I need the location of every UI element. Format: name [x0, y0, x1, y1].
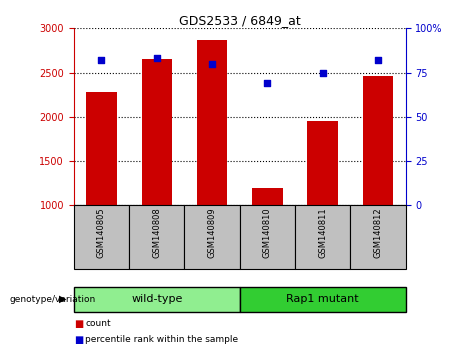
Bar	[74, 287, 240, 312]
Text: GSM140805: GSM140805	[97, 207, 106, 258]
Bar	[74, 205, 129, 269]
Text: Rap1 mutant: Rap1 mutant	[286, 294, 359, 304]
Bar	[197, 40, 227, 205]
Bar	[307, 121, 338, 205]
Bar	[240, 205, 295, 269]
Text: count: count	[85, 319, 111, 329]
Text: GSM140809: GSM140809	[207, 207, 217, 258]
Text: ■: ■	[74, 335, 83, 345]
Text: GSM140808: GSM140808	[152, 207, 161, 258]
Text: GSM140811: GSM140811	[318, 207, 327, 258]
Point	[208, 61, 216, 67]
Point	[319, 70, 326, 75]
Point	[264, 80, 271, 86]
Text: wild-type: wild-type	[131, 294, 183, 304]
Text: GSM140812: GSM140812	[373, 207, 383, 258]
Text: genotype/variation: genotype/variation	[9, 295, 95, 304]
Bar	[142, 59, 172, 205]
Point	[374, 57, 382, 63]
Bar	[252, 188, 283, 205]
Text: ▶: ▶	[59, 294, 67, 304]
Bar	[350, 205, 406, 269]
Text: GSM140810: GSM140810	[263, 207, 272, 258]
Bar	[184, 205, 240, 269]
Text: ■: ■	[74, 319, 83, 329]
Bar	[240, 287, 406, 312]
Bar	[363, 76, 393, 205]
Point	[98, 57, 105, 63]
Text: percentile rank within the sample: percentile rank within the sample	[85, 335, 238, 344]
Bar	[86, 92, 117, 205]
Bar	[295, 205, 350, 269]
Point	[153, 56, 160, 61]
Bar	[129, 205, 184, 269]
Title: GDS2533 / 6849_at: GDS2533 / 6849_at	[179, 14, 301, 27]
